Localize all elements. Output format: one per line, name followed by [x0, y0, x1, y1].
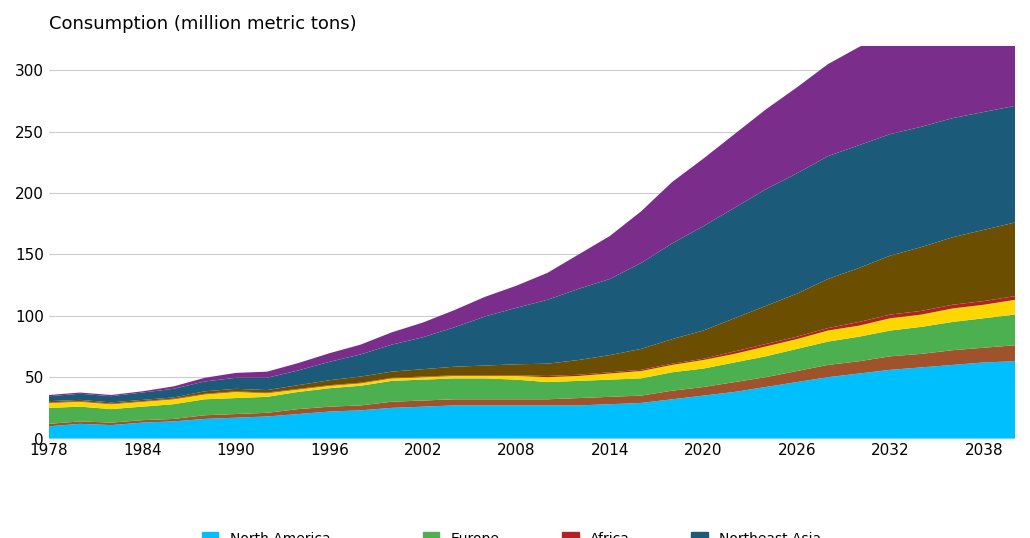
Legend: North America, South & Central America, Europe, Former USSR, Africa, Middle East: North America, South & Central America, … [195, 525, 835, 538]
Text: Consumption (million metric tons): Consumption (million metric tons) [48, 15, 356, 33]
